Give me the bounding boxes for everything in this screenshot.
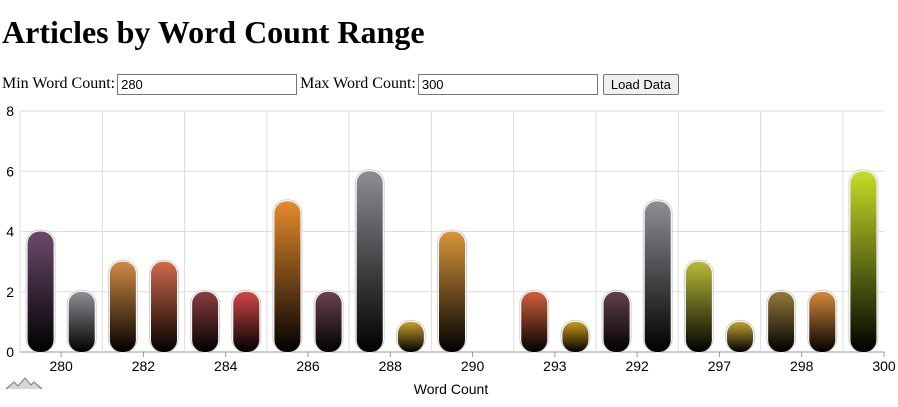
bar[interactable] [439,231,465,353]
bar[interactable] [27,231,54,353]
bar[interactable] [233,291,260,352]
x-tick-label: 284 [214,358,238,374]
max-word-count-label: Max Word Count: [300,75,416,92]
bar[interactable] [521,291,548,352]
x-tick-label: 282 [132,358,156,374]
min-word-count-label: Min Word Count: [2,75,116,92]
x-tick-label: 300 [872,358,896,374]
bar[interactable] [727,321,753,352]
load-data-button[interactable]: Load Data [602,73,679,95]
y-tick-label: 8 [6,103,14,119]
x-tick-label: 297 [708,358,732,374]
filter-controls: Min Word Count: Max Word Count: Load Dat… [2,72,679,96]
x-tick-label: 298 [790,358,814,374]
bar[interactable] [603,291,630,352]
chart-bars [25,169,879,353]
max-word-count-input[interactable] [417,73,598,95]
bar[interactable] [192,291,219,352]
x-axis-title: Word Count [414,381,489,397]
bar[interactable] [151,261,177,352]
bar[interactable] [644,201,671,352]
bar[interactable] [315,291,342,352]
bar[interactable] [274,201,301,352]
min-word-count-input[interactable] [117,73,298,95]
y-tick-label: 0 [6,344,14,360]
bar[interactable] [768,291,795,352]
x-tick-label: 286 [296,358,320,374]
x-tick-label: 292 [625,358,649,374]
y-tick-label: 2 [6,284,14,300]
chart-logo-icon [5,377,43,390]
bar[interactable] [850,171,877,352]
bar[interactable] [562,321,589,352]
bar[interactable] [109,261,136,352]
y-tick-label: 6 [6,163,14,179]
x-tick-label: 293 [543,358,567,374]
x-axis: 280 282 284 286 288 290 293 292 297 298 300 [49,352,896,374]
bar[interactable] [356,171,383,352]
bar[interactable] [809,291,836,352]
y-axis: 0 2 4 6 8 [6,103,14,360]
bar[interactable] [397,321,424,352]
x-tick-label: 280 [49,358,73,374]
bar[interactable] [68,291,95,352]
x-tick-label: 288 [379,358,403,374]
x-tick-label: 290 [461,358,485,374]
y-tick-label: 4 [6,224,14,240]
page-title: Articles by Word Count Range [2,14,425,50]
bar[interactable] [685,261,712,352]
